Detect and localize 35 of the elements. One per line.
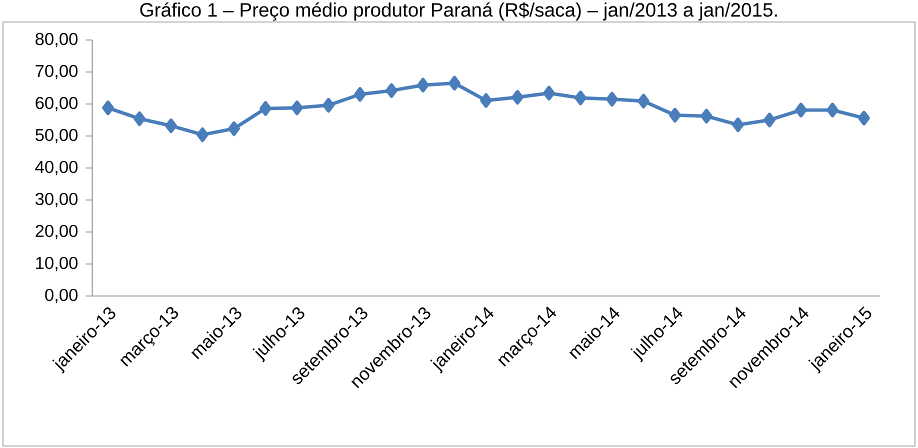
point (480, 93, 492, 108)
y-tick-label: 10,00 (36, 256, 78, 272)
point (574, 90, 586, 106)
point (134, 111, 146, 126)
point (386, 83, 398, 98)
point (417, 78, 429, 92)
point (291, 100, 303, 116)
y-tick-label: 30,00 (36, 192, 78, 208)
point (228, 121, 240, 136)
point (606, 92, 618, 107)
y-tick-label: 50,00 (36, 128, 78, 144)
point (102, 100, 114, 116)
point (669, 108, 681, 123)
point (700, 108, 712, 124)
point (764, 112, 776, 128)
point (826, 102, 838, 118)
point (638, 94, 650, 108)
point (354, 87, 366, 102)
y-tick-label: 20,00 (36, 224, 78, 240)
point (732, 117, 744, 132)
point (322, 98, 334, 113)
point (543, 86, 555, 100)
point (196, 127, 208, 142)
y-tick-label: 0,00 (45, 288, 78, 304)
point (858, 110, 870, 126)
chart-title: Gráfico 1 – Preço médio produtor Paraná (R$/saca) – jan/2013 a jan/2015. (140, 2, 777, 21)
point (165, 118, 177, 134)
point (260, 101, 272, 116)
y-tick-label: 40,00 (35, 160, 78, 176)
y-tick-label: 70,00 (36, 64, 78, 80)
point (512, 90, 524, 105)
point (795, 102, 807, 118)
y-tick-label: 60,00 (36, 96, 78, 112)
y-tick-label: 80,00 (36, 32, 78, 48)
point (448, 76, 460, 91)
